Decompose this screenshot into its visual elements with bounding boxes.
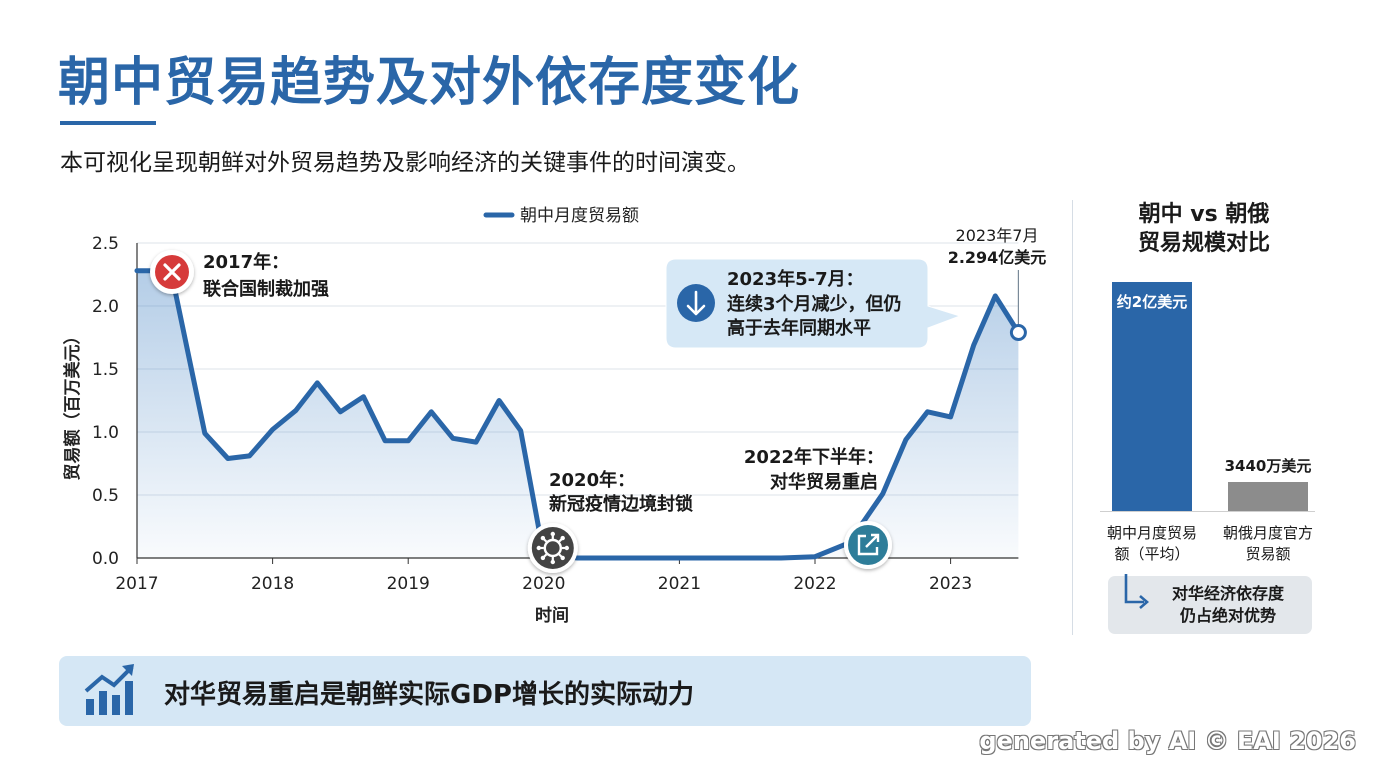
sanctions-text: 联合国制裁加强 [203, 278, 329, 300]
series-lines [134, 268, 1021, 561]
bar-china-trade [1112, 282, 1192, 511]
covid-title: 2020年： [549, 469, 635, 491]
comparison-title: 朝中 vs 朝俄 贸易规模对比 [1137, 202, 1270, 256]
bar-russia-value-label: 3440万美元 [1224, 457, 1312, 475]
sanctions-title: 2017年： [203, 251, 289, 273]
latest-value: 2.294亿美元 [948, 248, 1047, 267]
decline-title: 2023年5-7月： [727, 268, 864, 290]
series-line [134, 268, 1021, 561]
annotation-covid: 2020年：新冠疫情边境封锁 [527, 469, 693, 573]
bar-category-china-line2: 额（平均） [1114, 545, 1190, 563]
page-subtitle: 本可视化呈现朝鲜对外贸易趋势及影响经济的关键事件的时间演变。 [60, 150, 750, 176]
decline-line1: 连续3个月减少，但仍 [727, 293, 902, 315]
bar-category-china: 朝中月度贸易 额（平均） [1096, 523, 1208, 565]
title-underline [60, 121, 156, 125]
page-title: 朝中贸易趋势及对外依存度变化 [58, 53, 801, 113]
y-tick-label: 0.5 [92, 486, 119, 506]
x-axis-title: 时间 [535, 605, 569, 626]
bar-china-value-label: 约2亿美元 [1116, 293, 1188, 311]
latest-point-marker [1009, 323, 1027, 341]
annotation-reopen: 2022年下半年： 对华贸易重启 [744, 446, 892, 569]
bar-category-russia: 朝俄月度官方 贸易额 [1212, 523, 1324, 565]
virus-spike-tip [560, 555, 565, 561]
link-arrow [865, 533, 880, 548]
y-tick-label: 2.5 [92, 234, 119, 254]
virus-spike-tip [536, 545, 541, 551]
bar-category-russia-line1: 朝俄月度官方 [1222, 524, 1313, 542]
x-tick-label: 2018 [251, 574, 294, 594]
reopen-title: 2022年下半年： [744, 446, 884, 468]
x-tick-label: 2019 [387, 574, 430, 594]
bar-baseline [1100, 511, 1315, 512]
y-tick-label: 1.5 [92, 360, 119, 380]
y-axis-title: 贸易额（百万美元） [62, 328, 83, 481]
virus-spike-tip [540, 555, 546, 561]
growth-chart-icon [84, 664, 134, 715]
annotations: 2017年： 联合国制裁加强 2020年：新冠疫情边境封锁 2022年下半年： 对华贸易… [150, 226, 1046, 573]
y-tick-label: 0.0 [92, 549, 119, 569]
virus-core [543, 538, 562, 558]
reopen-text: 对华贸易重启 [770, 471, 878, 493]
link-box [857, 534, 879, 556]
conclusion-line1: 对华经济依存度 [1171, 584, 1284, 603]
virus-spike-tip [564, 545, 569, 551]
bar-category-russia-line2: 贸易额 [1245, 545, 1291, 563]
watermark: generated by AI © EAI 2026 [979, 727, 1356, 755]
x-tick-label: 2017 [115, 574, 158, 594]
covid-text: 新冠疫情边境封锁 [549, 493, 693, 515]
arrow-down-glyph [686, 290, 706, 316]
x-tick-label: 2023 [929, 574, 972, 594]
decline-line2: 高于去年同期水平 [727, 317, 871, 339]
virus-spike-tip [550, 559, 555, 565]
x-mark [163, 263, 181, 281]
conclusion-text: 对华经济依存度 仍占绝对优势 [1150, 583, 1306, 627]
y-tick-label: 1.0 [92, 423, 119, 443]
conclusion-line2: 仍占绝对优势 [1179, 606, 1276, 625]
legend-label: 朝中月度贸易额 [520, 206, 639, 226]
panel-divider [1072, 200, 1073, 635]
series-area [137, 270, 1019, 558]
area-fill [137, 270, 1019, 558]
annotation-latest: 2023年7月 2.294亿美元 [948, 226, 1047, 341]
key-insight-banner [59, 656, 1031, 726]
decline-callout-bubble [665, 258, 962, 349]
x-tick-label: 2021 [658, 574, 701, 594]
latest-title: 2023年7月 [956, 226, 1039, 245]
annotation-sanctions: 2017年： 联合国制裁加强 [150, 250, 329, 300]
banner-text: 对华贸易重启是朝鲜实际GDP增长的实际动力 [164, 680, 694, 710]
virus-spike-tip [560, 535, 565, 541]
corner-arrow-icon [1124, 574, 1149, 609]
virus-spike-tip [540, 535, 546, 541]
bar-russia-trade [1228, 482, 1308, 511]
y-tick-label: 2.0 [92, 297, 119, 317]
x-tick-label: 2020 [522, 574, 565, 594]
x-tick-label: 2022 [793, 574, 836, 594]
virus-spike-tip [550, 531, 555, 537]
bar-category-china-line1: 朝中月度贸易 [1106, 524, 1197, 542]
